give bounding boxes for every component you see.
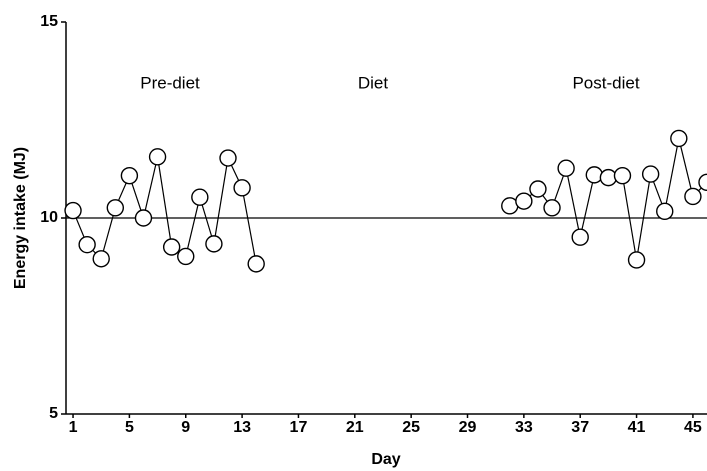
data-point bbox=[134, 209, 153, 227]
data-point bbox=[162, 238, 181, 256]
y-tick-label: 10 bbox=[40, 209, 58, 226]
x-tick-label: 41 bbox=[628, 419, 646, 436]
data-point bbox=[78, 235, 96, 254]
data-point bbox=[698, 173, 707, 192]
data-point bbox=[684, 187, 702, 206]
data-point bbox=[148, 148, 167, 166]
data-point bbox=[177, 247, 195, 266]
x-tick-label: 37 bbox=[571, 419, 589, 436]
x-tick-label: 9 bbox=[181, 419, 190, 436]
data-point bbox=[529, 180, 547, 198]
x-axis-label: Day bbox=[371, 451, 400, 468]
x-tick-label: 1 bbox=[69, 419, 78, 436]
data-point bbox=[219, 149, 237, 167]
data-point bbox=[92, 250, 110, 268]
data-point bbox=[64, 201, 82, 220]
data-point bbox=[627, 251, 646, 269]
data-point bbox=[191, 188, 209, 206]
data-point bbox=[233, 179, 251, 197]
annotation: Pre-diet bbox=[140, 73, 200, 92]
data-point bbox=[543, 199, 561, 217]
data-point bbox=[515, 192, 533, 210]
y-tick-label: 5 bbox=[49, 405, 58, 422]
x-tick-label: 17 bbox=[290, 419, 308, 436]
data-point bbox=[613, 166, 632, 185]
x-tick-label: 21 bbox=[346, 419, 364, 436]
data-point bbox=[656, 202, 674, 221]
x-tick-label: 13 bbox=[233, 419, 251, 436]
data-point bbox=[205, 235, 223, 253]
annotation: Diet bbox=[358, 73, 389, 92]
data-point bbox=[641, 165, 660, 183]
data-point bbox=[247, 255, 265, 273]
x-tick-label: 5 bbox=[125, 419, 134, 436]
data-point bbox=[670, 129, 688, 148]
y-tick-label: 15 bbox=[40, 13, 58, 30]
y-axis-label: Energy intake (MJ) bbox=[12, 147, 29, 289]
data-point bbox=[585, 166, 603, 184]
data-point bbox=[571, 228, 589, 246]
x-tick-label: 45 bbox=[684, 419, 702, 436]
x-tick-label: 29 bbox=[459, 419, 477, 436]
data-point bbox=[106, 199, 125, 217]
data-point bbox=[557, 159, 575, 177]
x-tick-label: 33 bbox=[515, 419, 533, 436]
data-point bbox=[599, 168, 618, 187]
x-tick-label: 25 bbox=[402, 419, 420, 436]
data-point bbox=[120, 166, 139, 185]
annotation: Post-diet bbox=[572, 73, 639, 92]
